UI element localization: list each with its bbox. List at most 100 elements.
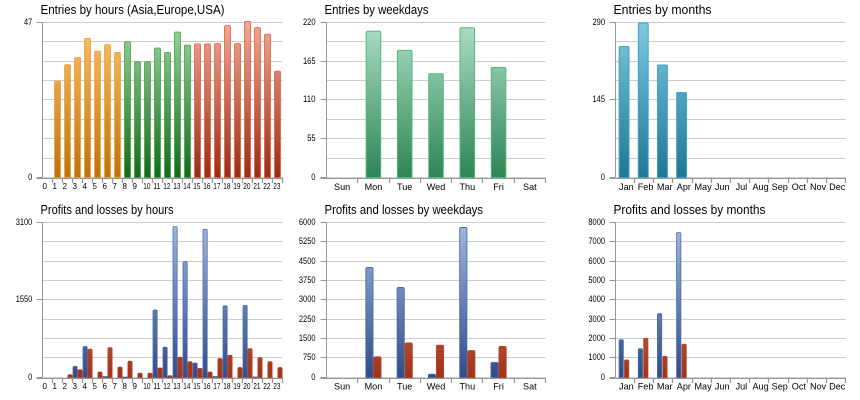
svg-text:4000: 4000	[588, 294, 605, 304]
svg-text:47: 47	[24, 17, 32, 27]
svg-text:22: 22	[263, 382, 271, 391]
svg-text:19: 19	[233, 182, 241, 191]
svg-text:22: 22	[263, 182, 271, 191]
svg-text:May: May	[694, 382, 712, 392]
svg-text:Tue: Tue	[397, 182, 412, 192]
svg-text:Sun: Sun	[334, 182, 350, 192]
svg-text:7: 7	[112, 182, 117, 191]
svg-text:Jan: Jan	[619, 382, 634, 392]
svg-text:21: 21	[253, 182, 261, 191]
svg-text:8: 8	[122, 382, 127, 391]
svg-text:0: 0	[28, 172, 32, 182]
svg-text:55: 55	[307, 133, 315, 143]
svg-text:Wed: Wed	[427, 382, 446, 392]
svg-text:0: 0	[42, 182, 47, 191]
svg-text:1550: 1550	[16, 294, 33, 304]
svg-text:3000: 3000	[299, 294, 316, 304]
svg-text:Sun: Sun	[334, 382, 350, 392]
svg-text:11: 11	[153, 182, 161, 191]
svg-text:6000: 6000	[299, 217, 316, 227]
svg-text:Sat: Sat	[523, 382, 537, 392]
svg-text:23: 23	[273, 182, 281, 191]
svg-text:4: 4	[82, 182, 87, 191]
svg-text:3000: 3000	[588, 314, 605, 324]
svg-text:5: 5	[92, 382, 97, 391]
svg-text:Feb: Feb	[638, 182, 654, 192]
svg-text:4500: 4500	[299, 256, 316, 266]
svg-text:165: 165	[303, 56, 316, 66]
svg-text:0: 0	[28, 372, 32, 382]
svg-text:Jan: Jan	[619, 182, 634, 192]
svg-text:3100: 3100	[16, 217, 33, 227]
svg-text:15: 15	[193, 382, 201, 391]
svg-text:9: 9	[132, 382, 137, 391]
svg-text:Thu: Thu	[459, 382, 475, 392]
svg-text:Entries by months: Entries by months	[614, 2, 712, 17]
svg-text:6: 6	[102, 182, 107, 191]
svg-text:16: 16	[203, 182, 211, 191]
svg-text:Entries by hours (Asia,Europe,: Entries by hours (Asia,Europe,USA)	[41, 2, 225, 17]
svg-text:Mon: Mon	[365, 382, 383, 392]
svg-text:Jul: Jul	[736, 382, 748, 392]
svg-text:0: 0	[601, 372, 605, 382]
svg-text:Jul: Jul	[736, 182, 748, 192]
svg-text:9: 9	[132, 182, 137, 191]
svg-text:Mar: Mar	[657, 382, 673, 392]
svg-text:5: 5	[92, 182, 97, 191]
svg-text:Sep: Sep	[772, 382, 788, 392]
svg-text:2: 2	[62, 182, 67, 191]
svg-text:10: 10	[143, 182, 151, 191]
svg-text:Fri: Fri	[493, 382, 504, 392]
svg-text:145: 145	[593, 94, 606, 104]
svg-text:Nov: Nov	[810, 382, 827, 392]
svg-text:7: 7	[112, 382, 117, 391]
svg-text:0: 0	[311, 172, 315, 182]
svg-text:290: 290	[593, 17, 606, 27]
svg-text:Aug: Aug	[752, 382, 768, 392]
svg-text:18: 18	[223, 382, 231, 391]
svg-text:5000: 5000	[588, 275, 605, 285]
svg-text:1: 1	[52, 182, 57, 191]
svg-text:220: 220	[303, 17, 316, 27]
svg-text:1: 1	[52, 382, 57, 391]
svg-text:19: 19	[233, 382, 241, 391]
svg-text:Apr: Apr	[677, 382, 691, 392]
svg-text:Dec: Dec	[829, 182, 846, 192]
svg-text:13: 13	[173, 382, 181, 391]
svg-text:Thu: Thu	[459, 182, 475, 192]
svg-text:16: 16	[203, 382, 211, 391]
svg-text:Aug: Aug	[752, 182, 768, 192]
svg-text:14: 14	[183, 182, 191, 191]
svg-text:Sep: Sep	[772, 182, 788, 192]
svg-text:1000: 1000	[588, 352, 605, 362]
svg-text:0: 0	[601, 172, 605, 182]
svg-text:Mon: Mon	[365, 182, 383, 192]
svg-text:20: 20	[243, 182, 251, 191]
svg-text:Wed: Wed	[427, 182, 446, 192]
svg-text:8000: 8000	[588, 217, 605, 227]
svg-text:Apr: Apr	[677, 182, 691, 192]
svg-text:Profits and losses by weekdays: Profits and losses by weekdays	[325, 202, 484, 217]
svg-text:May: May	[694, 182, 712, 192]
svg-text:21: 21	[253, 382, 261, 391]
svg-text:2: 2	[62, 382, 67, 391]
svg-text:7000: 7000	[588, 236, 605, 246]
svg-text:23: 23	[273, 382, 281, 391]
svg-text:Jun: Jun	[715, 182, 730, 192]
svg-text:Entries by weekdays: Entries by weekdays	[325, 2, 429, 17]
svg-text:Dec: Dec	[829, 382, 846, 392]
svg-text:0: 0	[42, 382, 47, 391]
svg-text:3: 3	[72, 182, 77, 191]
svg-text:Nov: Nov	[810, 182, 827, 192]
svg-text:15: 15	[193, 182, 201, 191]
svg-text:3: 3	[72, 382, 77, 391]
svg-text:2250: 2250	[299, 314, 316, 324]
svg-text:Fri: Fri	[493, 182, 504, 192]
svg-text:110: 110	[303, 94, 316, 104]
svg-text:6: 6	[102, 382, 107, 391]
svg-text:10: 10	[143, 382, 151, 391]
svg-text:Profits and losses by months: Profits and losses by months	[614, 202, 766, 217]
svg-text:Jun: Jun	[715, 382, 730, 392]
svg-text:Profits and losses by hours: Profits and losses by hours	[41, 202, 174, 217]
svg-text:Tue: Tue	[397, 382, 412, 392]
